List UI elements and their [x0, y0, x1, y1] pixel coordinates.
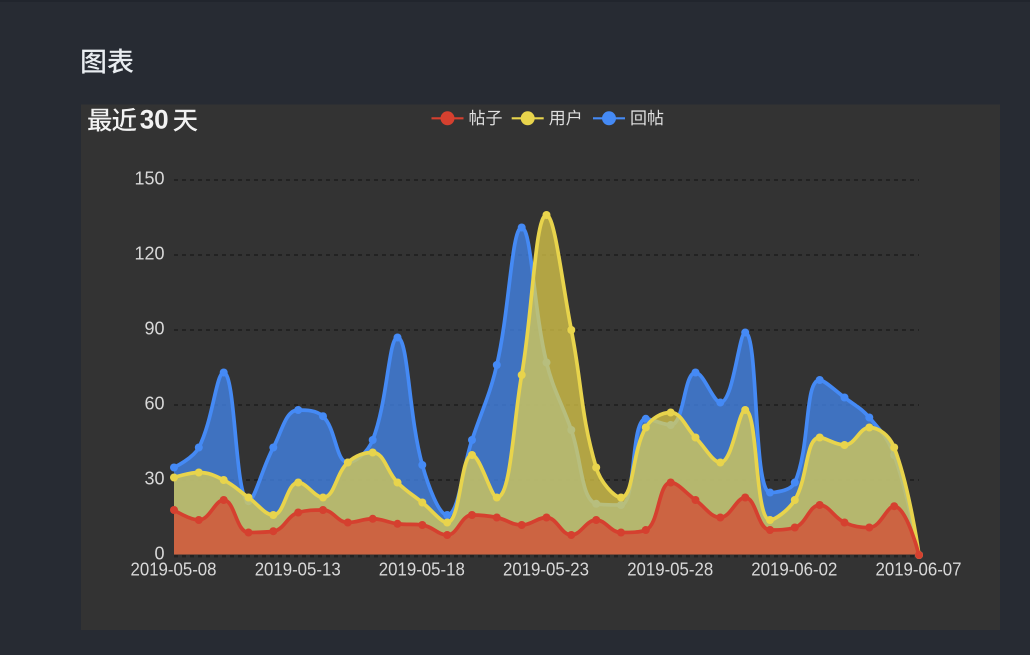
svg-text:90: 90: [145, 319, 165, 339]
svg-text:2019-06-02: 2019-06-02: [751, 560, 837, 580]
svg-text:2019-06-07: 2019-06-07: [876, 560, 962, 580]
svg-text:120: 120: [135, 244, 165, 264]
svg-text:30: 30: [140, 105, 169, 135]
svg-text:2019-05-28: 2019-05-28: [627, 560, 713, 580]
svg-text:2019-05-23: 2019-05-23: [503, 560, 589, 580]
svg-text:30: 30: [145, 469, 165, 489]
svg-text:150: 150: [135, 169, 165, 189]
svg-text:2019-05-08: 2019-05-08: [131, 560, 217, 580]
svg-text:60: 60: [145, 394, 165, 414]
svg-text:2019-05-13: 2019-05-13: [255, 560, 341, 580]
svg-text:2019-05-18: 2019-05-18: [379, 560, 465, 580]
svg-text:0: 0: [154, 544, 164, 564]
